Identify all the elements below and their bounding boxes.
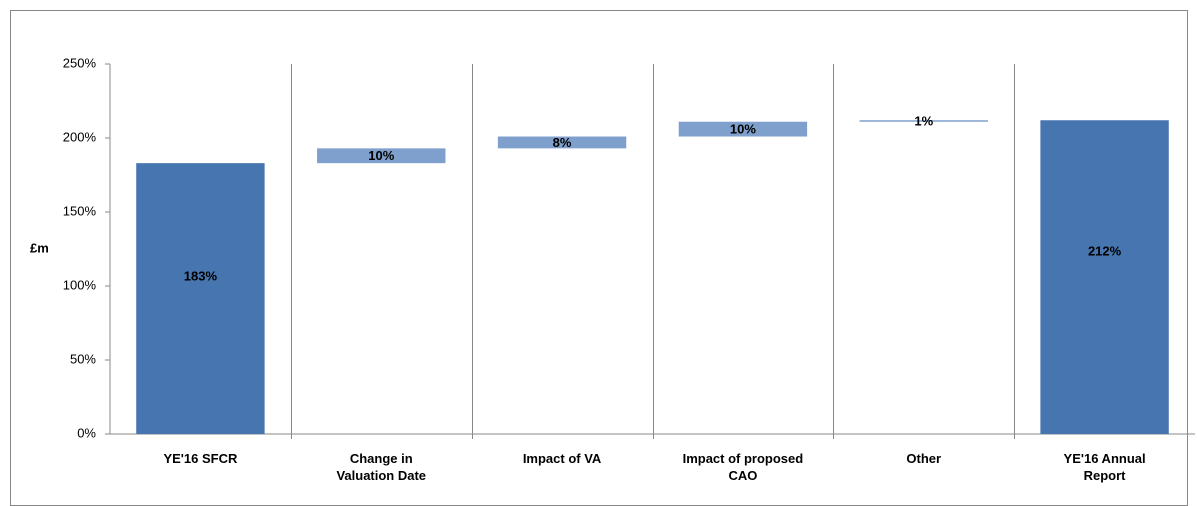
x-tick-label: YE'16 SFCR (163, 451, 238, 466)
data-label: 212% (1088, 243, 1122, 258)
y-tick-label: 250% (63, 55, 97, 70)
data-label: 183% (184, 268, 218, 283)
bar (497, 136, 627, 149)
y-tick-label: 50% (70, 351, 96, 366)
x-tick-label: Other (906, 451, 942, 466)
y-tick-label: 100% (63, 277, 97, 292)
data-label: 8% (553, 135, 572, 150)
y-axis-label: £m (30, 240, 49, 255)
bar (136, 163, 265, 434)
data-label: 10% (368, 148, 394, 163)
y-tick-label: 0% (77, 425, 96, 440)
data-label: 10% (730, 122, 756, 137)
bar (317, 148, 446, 164)
y-tick-label: 150% (63, 203, 97, 218)
data-label: 1% (914, 113, 933, 128)
bar (1040, 120, 1169, 435)
y-tick-label: 200% (63, 129, 97, 144)
x-tick-label: Change in Valuation Date (336, 451, 427, 483)
x-tick-label: Impact of proposed CAO (682, 451, 804, 483)
bar (859, 120, 988, 122)
x-tick-label: Impact of VA (522, 451, 602, 466)
x-tick-label: YE'16 Annual Report (1063, 451, 1146, 483)
bar (678, 121, 808, 137)
